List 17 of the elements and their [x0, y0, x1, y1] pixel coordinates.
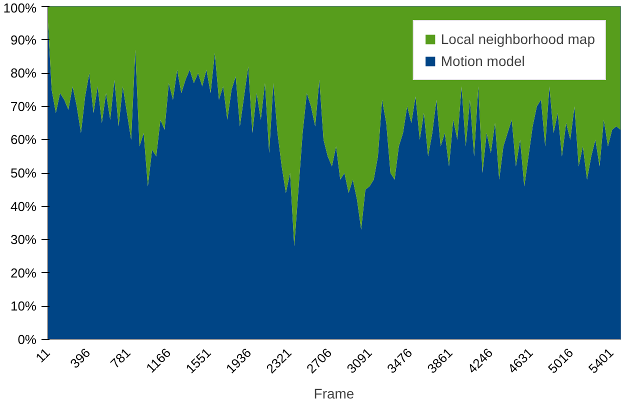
x-tick-label: 781 — [107, 345, 134, 372]
series-label: Local neighborhood map — [440, 31, 595, 47]
y-tick-label: 50% — [10, 166, 37, 180]
x-tick-label: 11 — [32, 345, 53, 366]
y-tick-label: 60% — [10, 132, 37, 148]
y-tick-label: 40% — [10, 198, 37, 214]
y-tick-label: 100% — [3, 0, 37, 16]
y-tick-label: 80% — [10, 66, 37, 81]
legend-label: Motion model — [440, 53, 525, 69]
y-tick-label: 70% — [10, 98, 37, 114]
x-axis-title: Frame — [314, 385, 354, 402]
y-tick-label: 20% — [10, 265, 37, 280]
y-tick-label: 30% — [10, 232, 37, 248]
y-tick-label: 90% — [10, 32, 37, 48]
x-tick-label: 396 — [67, 345, 94, 372]
y-tick-label: 0% — [18, 332, 37, 347]
y-tick-label: 10% — [10, 298, 37, 314]
